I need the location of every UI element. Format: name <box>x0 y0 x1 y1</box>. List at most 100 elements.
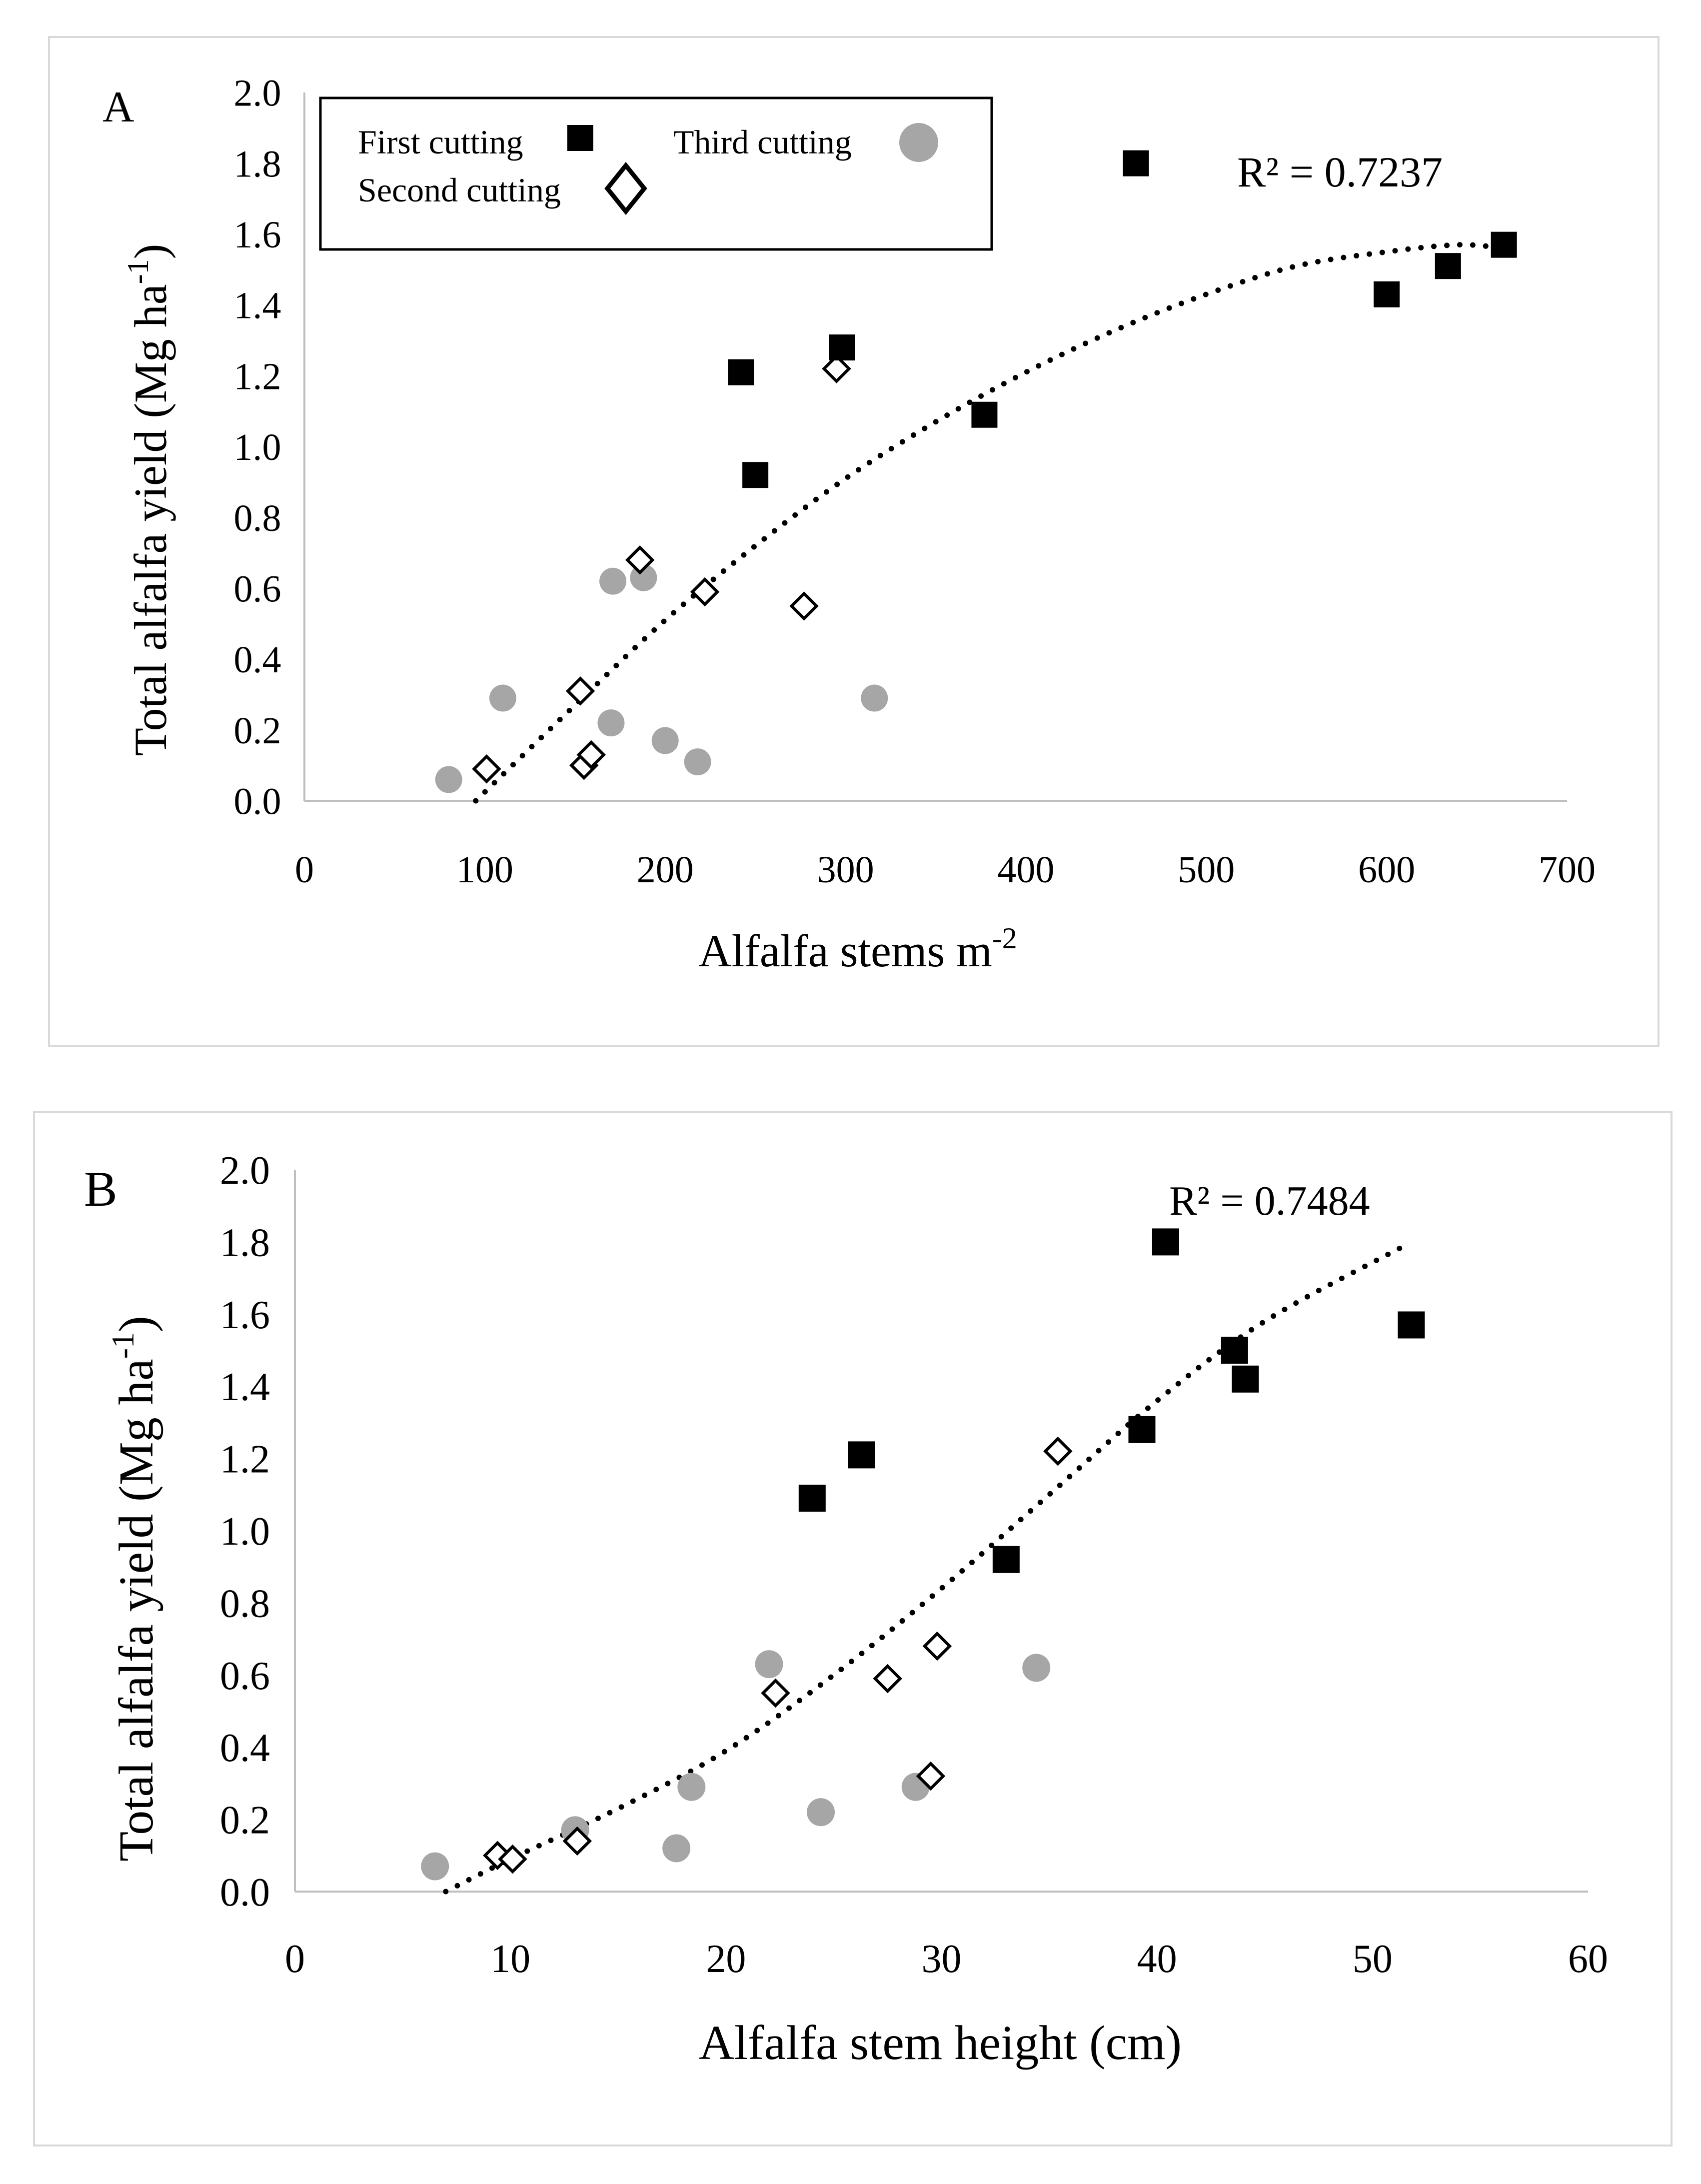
panel-a-point-third-cutting <box>684 748 711 776</box>
panel-a-point-third-cutting <box>599 567 627 595</box>
panel-a-point-third-cutting <box>489 684 516 712</box>
panel-a-r-squared: R² = 0.7237 <box>1237 148 1443 196</box>
panel-a-x-tick-label: 0 <box>295 849 314 891</box>
panel-b-y-tick-label: 0.8 <box>220 1582 270 1626</box>
panel-b-trendline <box>443 1243 1408 1895</box>
panel-a-point-first-cutting <box>728 359 754 385</box>
panel-b-point-first-cutting <box>1128 1416 1156 1443</box>
panel-b-point-first-cutting <box>1398 1311 1425 1339</box>
panel-b-y-ticks: 0.0 0.2 0.4 0.6 0.8 1.0 1.2 1.4 1.6 1.8 2.0 <box>220 1149 270 1915</box>
panel-b-y-tick-label: 0.6 <box>220 1654 270 1698</box>
panel-a-y-axis-title: Total alfalfa yield (Mg ha-1) <box>121 244 176 756</box>
panel-b-x-tick-label: 50 <box>1353 1937 1393 1981</box>
panel-a-point-second-cutting <box>690 577 720 607</box>
panel-b-x-axis-title: Alfalfa stem height (cm) <box>699 2016 1182 2070</box>
panel-a-point-second-cutting <box>822 354 851 383</box>
panel-a-point-first-cutting <box>971 401 998 428</box>
panel-a-y-tick-label: 0.6 <box>234 568 281 610</box>
panel-b-x-tick-label: 10 <box>490 1937 530 1981</box>
panel-a-point-second-cutting <box>625 545 655 575</box>
panel-b-y-tick-label: 1.0 <box>220 1510 270 1554</box>
panel-b-y-tick-label: 1.8 <box>220 1221 270 1265</box>
panel-b-y-tick-label: 1.4 <box>220 1365 270 1409</box>
panel-b: 0.0 0.2 0.4 0.6 0.8 1.0 1.2 1.4 1.6 1.8 2.0 0 10 20 3… <box>84 1149 1608 2070</box>
panel-b-y-tick-label: 0.4 <box>220 1726 270 1770</box>
panel-b-letter: B <box>84 1161 117 1217</box>
panel-b-data-points <box>421 1228 1425 1881</box>
legend: First cutting Third cutting Second cutti… <box>319 96 993 251</box>
panel-b-point-third-cutting <box>421 1852 449 1881</box>
panel-a-y-tick-label: 0.2 <box>234 710 281 752</box>
panel-b-x-tick-label: 40 <box>1137 1937 1177 1981</box>
panel-b-point-first-cutting <box>848 1441 875 1469</box>
panel-b-point-first-cutting <box>1221 1337 1248 1364</box>
panel-a-y-ticks: 0.0 0.2 0.4 0.6 0.8 1.0 1.2 1.4 1.6 1.8 2.0 <box>234 72 281 823</box>
panel-b-point-first-cutting <box>1152 1228 1179 1256</box>
panel-b-point-third-cutting <box>677 1773 706 1801</box>
legend-marker-diamond <box>604 161 647 215</box>
panel-a-x-tick-label: 100 <box>456 849 513 891</box>
panel-b-point-third-cutting <box>1022 1654 1051 1682</box>
panel-a-point-third-cutting <box>861 684 888 712</box>
panel-b-y-tick-label: 2.0 <box>220 1149 270 1193</box>
panel-b-point-second-cutting <box>873 1664 902 1694</box>
panel-a-x-axis-title: Alfalfa stems m-2 <box>698 922 1017 976</box>
panel-a-point-second-cutting <box>565 676 595 706</box>
legend-label-first-cutting: First cutting <box>358 123 523 161</box>
legend-label-second-cutting: Second cutting <box>358 171 561 209</box>
panel-a-point-third-cutting <box>651 727 679 754</box>
legend-label-third-cutting: Third cutting <box>673 123 852 161</box>
panel-a-x-tick-label: 400 <box>997 849 1054 891</box>
panel-a-point-first-cutting <box>1435 253 1461 279</box>
panel-a-point-first-cutting <box>1374 281 1400 307</box>
panel-a-y-tick-label: 1.4 <box>234 285 281 327</box>
panel-a-trendline <box>473 242 1507 804</box>
panel-a-y-tick-label: 2.0 <box>234 72 281 114</box>
panel-a-x-tick-label: 300 <box>817 849 874 891</box>
panel-b-point-first-cutting <box>992 1546 1020 1573</box>
panel-b-point-second-cutting <box>761 1678 790 1708</box>
panel-b-x-tick-label: 30 <box>922 1937 962 1981</box>
panel-b-point-third-cutting <box>807 1798 835 1827</box>
panel-b-x-ticks: 0 10 20 30 40 50 60 <box>285 1937 1608 1981</box>
panel-a-y-tick-label: 1.0 <box>234 426 281 468</box>
panel-a: 0.0 0.2 0.4 0.6 0.8 1.0 1.2 1.4 1.6 1.8 2.0 0 100 20… <box>102 72 1596 976</box>
panel-b-y-tick-label: 1.2 <box>220 1438 270 1482</box>
panel-b-frame <box>33 1111 1673 2147</box>
panel-a-x-ticks: 0 100 200 300 400 500 600 700 <box>295 849 1596 891</box>
panel-b-point-second-cutting <box>1043 1436 1073 1466</box>
panel-b-point-third-cutting <box>662 1834 691 1863</box>
panel-a-x-tick-label: 200 <box>637 849 694 891</box>
panel-a-x-tick-label: 500 <box>1178 849 1235 891</box>
panel-b-r-squared: R² = 0.7484 <box>1169 1178 1370 1224</box>
panel-a-point-first-cutting <box>1123 150 1149 176</box>
panel-a-point-second-cutting <box>576 740 606 770</box>
legend-marker-square <box>567 125 593 151</box>
panel-a-data-points <box>435 150 1517 793</box>
panel-b-point-first-cutting <box>1232 1365 1259 1393</box>
panel-b-y-tick-label: 1.6 <box>220 1293 270 1337</box>
panel-b-y-axis-title: Total alfalfa yield (Mg ha-1) <box>105 1316 163 1861</box>
panel-a-x-tick-label: 700 <box>1539 849 1596 891</box>
panel-b-y-tick-label: 0.0 <box>220 1871 270 1915</box>
panel-b-point-first-cutting <box>798 1485 826 1512</box>
legend-marker-circle <box>899 123 938 162</box>
panel-a-y-tick-label: 0.0 <box>234 781 281 823</box>
panel-a-x-tick-label: 600 <box>1358 849 1415 891</box>
panel-b-point-second-cutting <box>922 1631 952 1661</box>
panel-a-point-second-cutting <box>472 754 501 784</box>
panel-a-point-third-cutting <box>435 766 462 793</box>
legend-box <box>319 96 993 251</box>
panel-a-y-tick-label: 1.8 <box>234 143 281 185</box>
panel-b-point-second-cutting <box>562 1826 592 1856</box>
panel-b-x-tick-label: 60 <box>1568 1937 1608 1981</box>
panel-b-point-third-cutting <box>755 1650 783 1679</box>
panel-a-point-first-cutting <box>829 334 855 361</box>
panel-a-y-tick-label: 0.8 <box>234 497 281 539</box>
panel-a-y-tick-label: 0.4 <box>234 639 281 681</box>
panel-a-y-tick-label: 1.6 <box>234 214 281 256</box>
panel-a-letter: A <box>102 83 134 131</box>
panel-b-y-tick-label: 0.2 <box>220 1799 270 1843</box>
panel-b-x-tick-label: 0 <box>285 1937 305 1981</box>
